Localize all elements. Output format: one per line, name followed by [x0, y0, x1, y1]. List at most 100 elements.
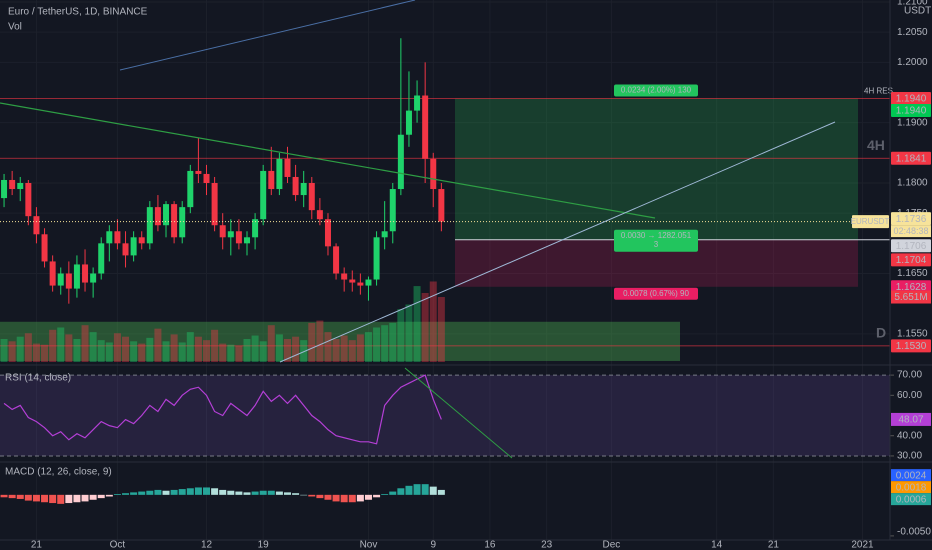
- macd-bar: [340, 494, 348, 503]
- macd-bar: [97, 494, 105, 499]
- macd-bar: [405, 485, 413, 495]
- volume-bar: [81, 325, 89, 362]
- macd-bar: [324, 494, 332, 500]
- x-tick-label: 9: [430, 540, 436, 550]
- macd-bar: [227, 490, 235, 495]
- macd-bar: [381, 494, 389, 495]
- volume-bar: [300, 340, 308, 362]
- volume-bar: [397, 309, 405, 362]
- rsi-tick-label: 70.00: [897, 370, 922, 381]
- volume-bar: [130, 341, 138, 362]
- candle-body: [1, 179, 8, 199]
- volume-bar: [373, 327, 381, 362]
- x-tick-label: 21: [31, 540, 43, 550]
- macd-bar: [122, 493, 130, 495]
- candle-body: [203, 173, 210, 183]
- x-tick-label: Nov: [360, 540, 378, 550]
- trendline: [119, 0, 416, 71]
- macd-bar: [105, 494, 113, 497]
- macd-tag: 0.0006: [896, 494, 927, 505]
- target-tag: 1.1940: [896, 106, 927, 117]
- level-tag: 1.1940: [896, 94, 927, 105]
- y-tick-label: 1.1550: [897, 328, 928, 339]
- macd-bar: [186, 488, 194, 495]
- volume-bar: [324, 332, 332, 362]
- y-tick-label: 1.1650: [897, 268, 928, 279]
- macd-bar: [194, 487, 202, 495]
- volume-title: Vol: [8, 22, 22, 33]
- candle-body: [171, 204, 178, 238]
- volume-bar: [413, 286, 421, 362]
- candle-body: [373, 237, 380, 280]
- macd-bar: [316, 494, 324, 499]
- candle-body: [49, 261, 56, 286]
- candle-body: [211, 183, 218, 226]
- stop-label: 0.0078 (0.67%) 90: [623, 289, 689, 298]
- candle-body: [65, 273, 72, 289]
- volume-bar: [292, 336, 300, 362]
- candle-body: [308, 183, 315, 211]
- candle-body: [82, 264, 89, 283]
- volume-bar: [65, 334, 73, 362]
- candle-body: [405, 110, 412, 135]
- macd-tag-bg: [891, 481, 931, 494]
- macd-bar: [437, 489, 445, 495]
- macd-bar: [283, 492, 291, 495]
- candle-body: [430, 158, 437, 190]
- volume-bar: [138, 343, 146, 362]
- stop-tag: 1.1628: [896, 282, 927, 293]
- candle-body: [219, 225, 226, 238]
- volume-bar: [389, 322, 397, 362]
- volume-bar: [275, 334, 283, 362]
- volume-bar: [89, 332, 97, 362]
- candle-body: [146, 207, 153, 244]
- y-tick-label: 1.2000: [897, 57, 928, 68]
- currency: USDT: [904, 6, 931, 17]
- volume-bar: [356, 334, 364, 362]
- extra-tag: 1.1704: [896, 255, 927, 266]
- macd-bar: [154, 489, 162, 495]
- x-tick-label: 12: [201, 540, 213, 550]
- volume-bar: [8, 341, 16, 362]
- x-tick-label: 23: [541, 540, 553, 550]
- volume-bar: [243, 339, 251, 362]
- macd-tick-label: -0.0050: [897, 527, 931, 538]
- macd-bar: [373, 494, 381, 498]
- level-name: 4H: [867, 137, 885, 153]
- volume-bar: [97, 340, 105, 362]
- level-tag-bg: [891, 339, 931, 353]
- rsi-line: [3, 374, 442, 445]
- level-tag: 1.1530: [896, 341, 927, 352]
- candle-body: [227, 231, 234, 238]
- entry-tag: 1.1706: [896, 241, 927, 252]
- candle-body: [260, 170, 267, 220]
- macd-bar: [146, 490, 154, 495]
- macd-bar: [89, 494, 97, 500]
- candle-body: [9, 179, 16, 190]
- x-tick-label: 2021: [851, 540, 874, 550]
- macd-bar: [397, 488, 405, 495]
- volume-bar: [219, 343, 227, 362]
- rsi-tick-label: 60.00: [897, 390, 922, 401]
- candle-body: [106, 231, 113, 244]
- volume-bar: [348, 340, 356, 362]
- y-tick-label: 1.2050: [897, 27, 928, 38]
- volume-bar: [113, 333, 121, 362]
- macd-bar: [8, 494, 16, 499]
- candle-body: [316, 210, 323, 220]
- macd-bar: [275, 491, 283, 495]
- candle-body: [130, 237, 137, 256]
- y-tick-label: 1.1900: [897, 117, 928, 128]
- macd-tag-bg: [891, 469, 931, 482]
- macd-bar: [243, 492, 251, 495]
- macd-bar: [348, 494, 356, 503]
- macd-bar: [211, 488, 219, 495]
- volume-bar: [122, 336, 130, 362]
- macd-bar: [162, 490, 170, 495]
- macd-bar: [65, 494, 73, 504]
- candle-body: [33, 216, 40, 235]
- macd-bar: [219, 489, 227, 495]
- y-tick-label: 1.2100: [897, 0, 928, 8]
- macd-bar: [421, 484, 429, 495]
